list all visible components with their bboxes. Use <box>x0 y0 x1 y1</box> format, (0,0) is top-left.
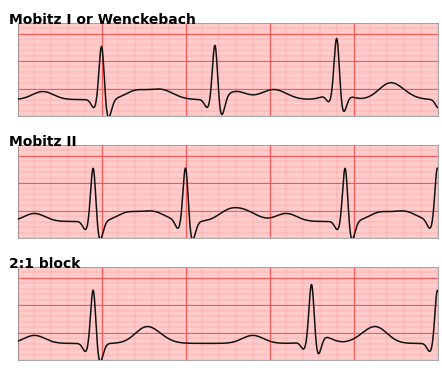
Text: 2:1 block: 2:1 block <box>9 257 80 271</box>
Text: Mobitz II: Mobitz II <box>9 135 76 149</box>
Text: Mobitz I or Wenckebach: Mobitz I or Wenckebach <box>9 13 196 27</box>
